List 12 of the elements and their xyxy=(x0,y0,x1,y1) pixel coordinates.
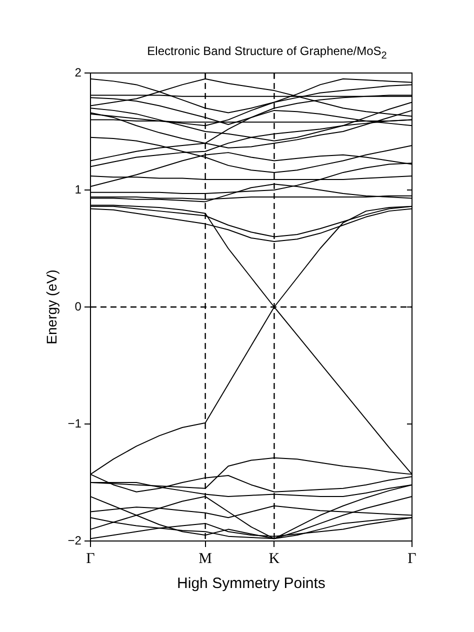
y-tick-label: 0 xyxy=(74,299,82,314)
x-tick-label: Γ xyxy=(86,550,96,567)
x-axis-title: High Symmetry Points xyxy=(177,575,326,592)
chart-title: Electronic Band Structure of Graphene/MoS$_{2}$ xyxy=(146,44,388,62)
y-tick-label: 1 xyxy=(74,182,82,196)
x-tick-label: M xyxy=(198,550,212,567)
y-tick-label: −2 xyxy=(68,533,82,548)
x-tick-label: Γ xyxy=(408,550,417,567)
x-tick-label: K xyxy=(268,550,280,567)
y-tick-label: −1 xyxy=(68,416,82,430)
y-axis-title: Energy (eV) xyxy=(43,270,60,344)
y-tick-label: 2 xyxy=(74,65,82,80)
